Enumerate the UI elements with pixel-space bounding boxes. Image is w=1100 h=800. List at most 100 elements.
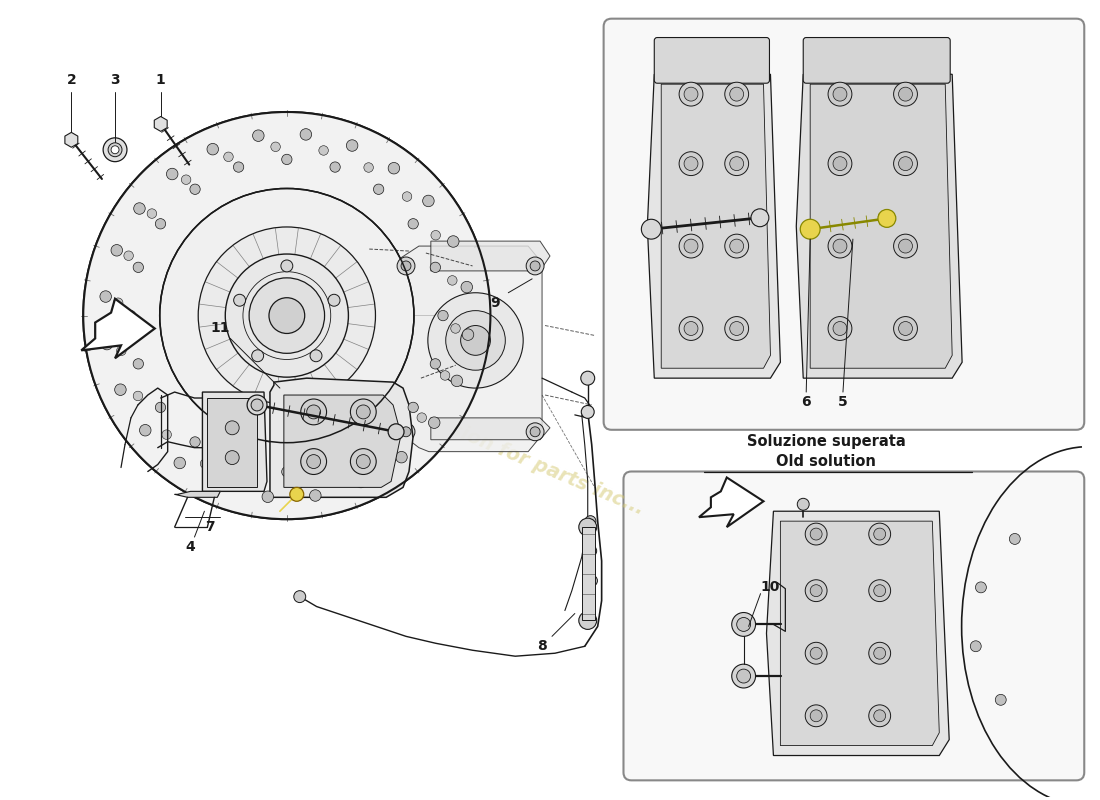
Circle shape bbox=[805, 580, 827, 602]
Circle shape bbox=[899, 87, 913, 101]
Circle shape bbox=[679, 317, 703, 341]
Circle shape bbox=[899, 322, 913, 335]
Circle shape bbox=[451, 375, 463, 386]
Circle shape bbox=[579, 611, 596, 630]
Circle shape bbox=[124, 251, 133, 261]
Circle shape bbox=[873, 585, 886, 597]
Circle shape bbox=[729, 87, 744, 101]
Circle shape bbox=[684, 157, 699, 170]
Circle shape bbox=[451, 324, 460, 334]
Circle shape bbox=[725, 82, 749, 106]
Text: 4: 4 bbox=[186, 540, 196, 554]
Circle shape bbox=[174, 458, 186, 469]
Text: 5: 5 bbox=[838, 395, 848, 409]
Circle shape bbox=[462, 329, 474, 340]
Text: 9: 9 bbox=[491, 296, 501, 310]
FancyBboxPatch shape bbox=[803, 38, 950, 83]
Circle shape bbox=[226, 254, 349, 377]
Polygon shape bbox=[270, 378, 412, 498]
Circle shape bbox=[737, 669, 750, 683]
Polygon shape bbox=[154, 117, 167, 131]
Circle shape bbox=[805, 705, 827, 726]
Circle shape bbox=[899, 239, 913, 253]
Circle shape bbox=[893, 234, 917, 258]
Polygon shape bbox=[796, 74, 962, 378]
Circle shape bbox=[732, 664, 756, 688]
Circle shape bbox=[227, 255, 348, 376]
Circle shape bbox=[253, 130, 264, 142]
Circle shape bbox=[828, 82, 851, 106]
Circle shape bbox=[461, 326, 491, 355]
Circle shape bbox=[374, 437, 384, 447]
Text: 7: 7 bbox=[206, 520, 216, 534]
Circle shape bbox=[300, 129, 311, 140]
Circle shape bbox=[440, 370, 450, 380]
Circle shape bbox=[446, 310, 505, 370]
Circle shape bbox=[108, 142, 122, 157]
Circle shape bbox=[828, 152, 851, 175]
Circle shape bbox=[155, 218, 166, 229]
Circle shape bbox=[100, 290, 111, 302]
Circle shape bbox=[113, 298, 123, 307]
Circle shape bbox=[271, 142, 281, 151]
Circle shape bbox=[751, 209, 769, 226]
Text: 11: 11 bbox=[210, 322, 230, 335]
Circle shape bbox=[873, 710, 886, 722]
Circle shape bbox=[383, 446, 393, 456]
Circle shape bbox=[300, 399, 327, 425]
Circle shape bbox=[270, 298, 305, 334]
Circle shape bbox=[873, 528, 886, 540]
Polygon shape bbox=[284, 395, 402, 487]
Text: a passion for parts inc...: a passion for parts inc... bbox=[394, 397, 647, 518]
Circle shape bbox=[878, 210, 895, 227]
Polygon shape bbox=[698, 478, 763, 527]
Circle shape bbox=[431, 230, 440, 240]
Circle shape bbox=[430, 358, 440, 369]
Circle shape bbox=[319, 146, 329, 155]
Circle shape bbox=[114, 384, 126, 395]
Circle shape bbox=[873, 647, 886, 659]
Circle shape bbox=[725, 152, 749, 175]
Circle shape bbox=[585, 516, 596, 526]
Circle shape bbox=[581, 371, 595, 385]
Circle shape bbox=[166, 168, 178, 180]
Text: Soluzione superata: Soluzione superata bbox=[747, 434, 905, 450]
Circle shape bbox=[351, 449, 376, 474]
Circle shape bbox=[729, 239, 744, 253]
Circle shape bbox=[417, 413, 427, 422]
Circle shape bbox=[408, 402, 418, 413]
Polygon shape bbox=[84, 112, 491, 519]
Circle shape bbox=[182, 175, 191, 185]
Circle shape bbox=[125, 310, 135, 321]
Polygon shape bbox=[431, 241, 550, 271]
Circle shape bbox=[101, 338, 112, 350]
Circle shape bbox=[356, 405, 371, 419]
Circle shape bbox=[1010, 534, 1021, 544]
Text: 8: 8 bbox=[537, 639, 547, 654]
Circle shape bbox=[805, 523, 827, 545]
Circle shape bbox=[134, 202, 145, 214]
Circle shape bbox=[811, 585, 822, 597]
Text: epc: epc bbox=[176, 214, 328, 288]
Circle shape bbox=[899, 157, 913, 170]
Circle shape bbox=[729, 157, 744, 170]
Circle shape bbox=[679, 152, 703, 175]
Circle shape bbox=[579, 518, 596, 536]
Text: 3: 3 bbox=[110, 74, 120, 87]
Circle shape bbox=[737, 618, 750, 631]
Circle shape bbox=[223, 152, 233, 162]
Circle shape bbox=[84, 112, 491, 519]
Circle shape bbox=[833, 322, 847, 335]
FancyBboxPatch shape bbox=[604, 18, 1085, 430]
Circle shape bbox=[200, 459, 210, 469]
Circle shape bbox=[140, 425, 151, 436]
Circle shape bbox=[289, 487, 304, 502]
Circle shape bbox=[280, 260, 293, 272]
Circle shape bbox=[729, 322, 744, 335]
Circle shape bbox=[805, 642, 827, 664]
Circle shape bbox=[155, 402, 166, 413]
Circle shape bbox=[684, 322, 699, 335]
Text: 2: 2 bbox=[66, 74, 76, 87]
Circle shape bbox=[725, 234, 749, 258]
Circle shape bbox=[198, 227, 375, 404]
